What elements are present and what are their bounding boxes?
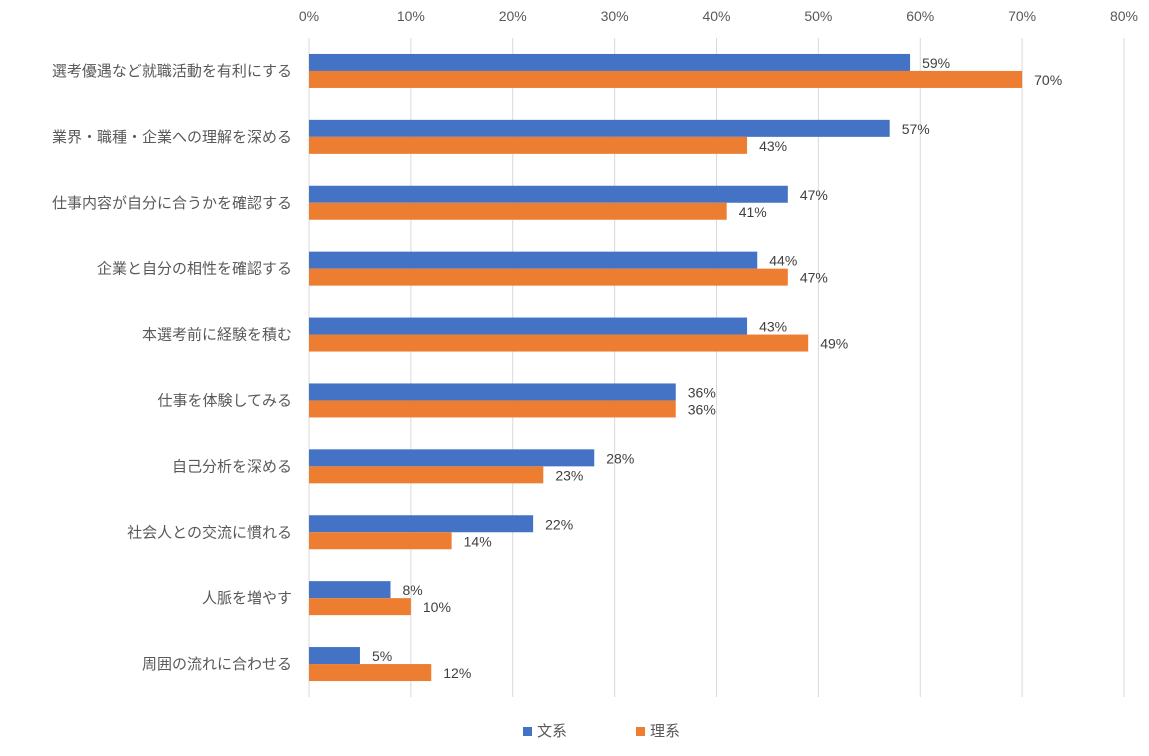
x-tick-label: 60%: [906, 8, 934, 24]
bars: 59%70%57%43%47%41%44%47%43%49%36%36%28%2…: [309, 53, 1062, 682]
x-tick-label: 80%: [1110, 8, 1138, 24]
bar-rikei: [309, 664, 432, 682]
bar-rikei: [309, 136, 748, 154]
data-label: 57%: [902, 121, 930, 137]
bar-rikei: [309, 466, 544, 484]
bar-bunkei: [309, 449, 595, 467]
category-label: 本選考前に経験を積む: [142, 327, 292, 344]
data-label: 59%: [922, 55, 950, 71]
data-label: 22%: [545, 516, 573, 532]
bar-bunkei: [309, 119, 890, 137]
bar-bunkei: [309, 515, 534, 533]
data-label: 8%: [403, 582, 423, 598]
bar-bunkei: [309, 581, 391, 599]
category-label: 周囲の流れに合わせる: [142, 656, 292, 673]
category-labels: 選考優遇など就職活動を有利にする業界・職種・企業への理解を深める仕事内容が自分に…: [52, 63, 292, 673]
data-label: 23%: [555, 467, 583, 483]
data-label: 47%: [800, 187, 828, 203]
x-tick-label: 70%: [1008, 8, 1036, 24]
category-label: 選考優遇など就職活動を有利にする: [52, 63, 292, 80]
data-label: 43%: [759, 319, 787, 335]
bar-bunkei: [309, 185, 788, 203]
bar-bunkei: [309, 53, 911, 71]
bar-bunkei: [309, 317, 748, 335]
x-axis-ticks: 0% 10% 20% 30% 40% 50% 60% 70% 80%: [299, 8, 1138, 24]
data-label: 70%: [1034, 72, 1062, 88]
data-label: 36%: [688, 401, 716, 417]
bar-rikei: [309, 70, 1023, 88]
category-label: 企業と自分の相性を確認する: [97, 260, 292, 278]
legend-swatch: [636, 727, 645, 736]
data-label: 43%: [759, 138, 787, 154]
x-tick-label: 50%: [804, 8, 832, 24]
category-label: 業界・職種・企業への理解を深める: [52, 128, 292, 146]
legend: 文系 理系: [523, 723, 680, 740]
x-tick-label: 10%: [397, 8, 425, 24]
data-label: 10%: [423, 599, 451, 615]
category-label: 人脈を増やす: [202, 590, 292, 607]
category-label: 自己分析を深める: [172, 458, 292, 475]
bar-rikei: [309, 268, 788, 286]
x-tick-label: 40%: [702, 8, 730, 24]
x-tick-label: 20%: [499, 8, 527, 24]
bar-bunkei: [309, 647, 360, 665]
data-label: 47%: [800, 270, 828, 286]
data-label: 5%: [372, 648, 392, 664]
legend-label: 理系: [650, 723, 680, 740]
bar-rikei: [309, 598, 411, 616]
bar-rikei: [309, 400, 676, 418]
data-label: 36%: [688, 384, 716, 400]
data-label: 14%: [464, 533, 492, 549]
bar-rikei: [309, 202, 727, 220]
category-label: 仕事を体験してみる: [157, 392, 292, 409]
x-tick-label: 30%: [601, 8, 629, 24]
data-label: 41%: [739, 204, 767, 220]
bar-rikei: [309, 532, 452, 550]
legend-label: 文系: [537, 723, 567, 740]
bar-rikei: [309, 334, 809, 352]
bar-bunkei: [309, 383, 676, 401]
category-label: 社会人との交流に慣れる: [127, 523, 292, 541]
data-label: 44%: [769, 253, 797, 269]
x-tick-label: 0%: [299, 8, 319, 24]
data-label: 28%: [606, 450, 634, 466]
legend-swatch: [523, 727, 532, 736]
data-label: 49%: [820, 336, 848, 352]
category-label: 仕事内容が自分に合うかを確認する: [52, 195, 292, 212]
bar-bunkei: [309, 251, 758, 269]
data-label: 12%: [443, 665, 471, 681]
